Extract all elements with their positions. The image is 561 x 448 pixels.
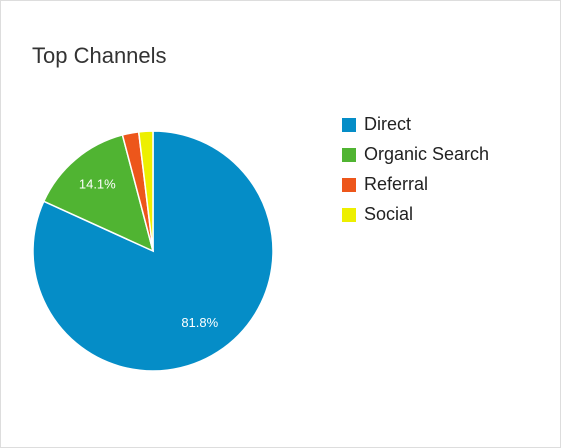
pie-slice xyxy=(137,130,154,252)
legend-label: Direct xyxy=(364,114,411,134)
legend-swatch xyxy=(342,118,356,132)
legend-swatch xyxy=(342,148,356,162)
chart-title: Top Channels xyxy=(32,43,167,68)
legend-swatch xyxy=(342,178,356,192)
legend-swatch xyxy=(342,208,356,222)
legend-label: Referral xyxy=(364,174,428,194)
slice-label: 81.8% xyxy=(181,315,218,330)
pie-slice xyxy=(42,134,155,253)
legend-label: Organic Search xyxy=(364,144,489,164)
legend-label: Social xyxy=(364,204,413,224)
slice-label: 14.1% xyxy=(79,176,116,191)
